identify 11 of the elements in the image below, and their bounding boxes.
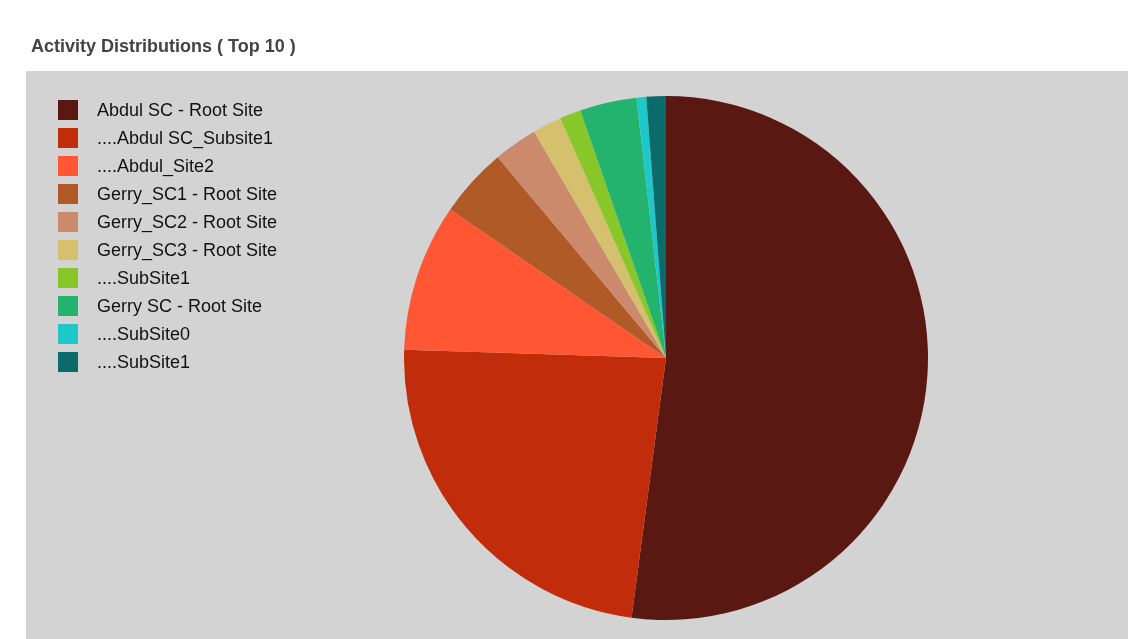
legend-label: ....Abdul SC_Subsite1: [97, 127, 274, 149]
legend-label: Gerry SC - Root Site: [97, 295, 263, 317]
chart-title: Activity Distributions ( Top 10 ): [31, 36, 296, 57]
legend-label: ....SubSite0: [97, 323, 191, 345]
legend-label: ....Abdul_Site2: [97, 155, 215, 177]
legend-label: Gerry_SC3 - Root Site: [97, 239, 278, 261]
legend-label: Gerry_SC1 - Root Site: [97, 183, 278, 205]
legend-label: Gerry_SC2 - Root Site: [97, 211, 278, 233]
legend-label: ....SubSite1: [97, 267, 191, 289]
legend-label: Abdul SC - Root Site: [97, 99, 264, 121]
legend-label: ....SubSite1: [97, 351, 191, 373]
